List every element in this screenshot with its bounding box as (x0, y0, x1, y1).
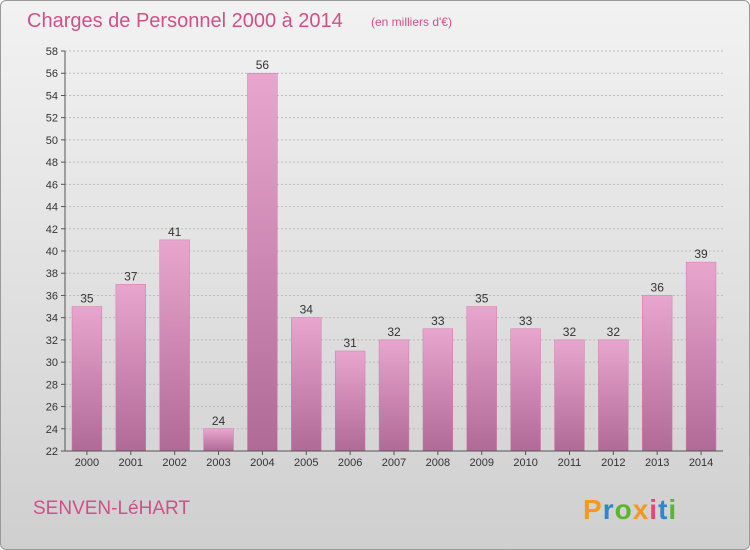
proxiti-logo: Proxiti (583, 494, 677, 525)
bar (115, 284, 146, 452)
bar (422, 328, 454, 452)
x-tick-label: 2008 (426, 457, 450, 469)
bar-value-label: 33 (519, 314, 533, 328)
bar-value-label: 37 (124, 269, 138, 283)
value-labels: 35 37 41 24 56 34 31 32 33 35 33 32 32 36 39 (80, 58, 708, 428)
x-tick-label: 2007 (382, 457, 406, 469)
y-tick-label: 46 (46, 179, 58, 191)
bar-value-label: 32 (387, 325, 401, 339)
y-tick-label: 40 (46, 246, 58, 258)
x-tick-label: 2005 (294, 457, 318, 469)
y-tick-label: 22 (46, 446, 58, 458)
bar-value-label: 31 (343, 336, 357, 350)
y-tick-label: 54 (46, 90, 58, 102)
y-tick-label: 58 (46, 46, 58, 58)
bar-value-label: 35 (80, 292, 94, 306)
chart-title: Charges de Personnel 2000 à 2014 (27, 10, 343, 32)
y-tick-label: 52 (46, 113, 58, 125)
x-tick-label: 2004 (250, 457, 274, 469)
chart-subtitle: (en milliers d'€) (371, 15, 452, 29)
bar-value-label: 24 (212, 414, 226, 428)
y-tick-label: 28 (46, 379, 58, 391)
x-tick-label: 2014 (689, 457, 713, 469)
bar-value-label: 32 (607, 325, 621, 339)
bar-value-label: 34 (300, 303, 314, 317)
bar (510, 328, 541, 452)
bar (378, 339, 410, 452)
axes: 22 24 26 28 30 32 34 36 38 40 42 44 46 48 50 52 54 56 58 20… (46, 46, 723, 469)
y-tick-label: 48 (46, 157, 58, 169)
bar-value-label: 35 (475, 292, 489, 306)
x-tick-label: 2011 (558, 457, 582, 469)
x-tick-label: 2001 (119, 457, 143, 469)
bar (598, 339, 629, 452)
x-tick-label: 2003 (206, 457, 230, 469)
x-tick-label: 2012 (601, 457, 625, 469)
x-tick-label: 2010 (513, 457, 537, 469)
x-tick-label: 2013 (645, 457, 669, 469)
bar (247, 72, 278, 452)
y-tick-label: 26 (46, 402, 58, 414)
bar (685, 261, 717, 452)
bar-value-label: 32 (563, 325, 577, 339)
bar (291, 317, 322, 452)
bar (159, 239, 190, 452)
x-tick-label: 2009 (469, 457, 493, 469)
bar (203, 428, 234, 452)
location-name: SENVEN-LéHART (33, 498, 190, 519)
x-tick-label: 2000 (75, 457, 99, 469)
y-tick-label: 34 (46, 313, 58, 325)
bar (466, 306, 497, 452)
bar-value-label: 41 (168, 225, 182, 239)
y-tick-label: 36 (46, 290, 58, 302)
y-tick-label: 44 (46, 202, 58, 214)
bar (334, 350, 366, 452)
y-tick-label: 50 (46, 135, 58, 147)
bar-value-label: 36 (651, 280, 665, 294)
y-tick-label: 38 (46, 268, 58, 280)
x-tick-label: 2006 (338, 457, 362, 469)
bar-value-label: 39 (694, 247, 708, 261)
bars (71, 72, 717, 452)
y-tick-label: 24 (46, 424, 58, 436)
bar (642, 295, 673, 452)
bar (71, 306, 103, 452)
bar-value-label: 56 (256, 58, 270, 72)
bar-value-label: 33 (431, 314, 445, 328)
y-tick-label: 30 (46, 357, 58, 369)
x-tick-label: 2002 (162, 457, 186, 469)
bar (554, 339, 585, 452)
y-tick-label: 42 (46, 224, 58, 236)
y-tick-label: 32 (46, 335, 58, 347)
y-tick-label: 56 (46, 68, 58, 80)
